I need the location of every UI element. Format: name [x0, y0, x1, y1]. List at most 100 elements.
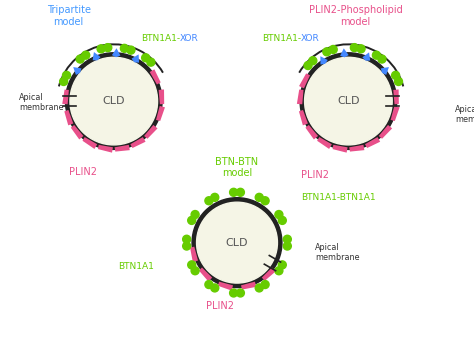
Polygon shape [305, 125, 318, 140]
Polygon shape [218, 282, 233, 290]
Polygon shape [150, 69, 161, 85]
Polygon shape [365, 137, 380, 148]
Circle shape [70, 57, 157, 145]
Polygon shape [349, 145, 365, 152]
Polygon shape [262, 268, 276, 281]
Circle shape [278, 261, 286, 269]
Circle shape [305, 57, 392, 145]
Text: BTN1A1-: BTN1A1- [141, 34, 180, 43]
Polygon shape [362, 52, 370, 61]
Text: PLIN2: PLIN2 [206, 301, 235, 311]
Circle shape [255, 193, 263, 201]
Circle shape [60, 78, 68, 86]
Text: CLD: CLD [337, 96, 360, 106]
Polygon shape [73, 67, 82, 75]
Circle shape [120, 44, 128, 52]
Text: BTN1A1-BTN1A1: BTN1A1-BTN1A1 [301, 193, 375, 202]
Circle shape [373, 51, 381, 59]
Polygon shape [98, 145, 113, 153]
Polygon shape [112, 48, 120, 57]
Polygon shape [71, 125, 83, 140]
Polygon shape [297, 90, 303, 104]
Circle shape [65, 53, 162, 149]
Circle shape [63, 71, 71, 79]
Polygon shape [333, 145, 347, 153]
Text: Apical
membrane: Apical membrane [315, 243, 360, 263]
Circle shape [255, 284, 263, 292]
Circle shape [329, 45, 337, 54]
Polygon shape [131, 54, 139, 63]
Polygon shape [64, 110, 73, 125]
Circle shape [211, 193, 219, 201]
Text: Apical
membrane: Apical membrane [455, 105, 474, 124]
Circle shape [76, 55, 84, 63]
Polygon shape [317, 137, 332, 149]
Circle shape [394, 78, 402, 86]
Circle shape [147, 58, 155, 66]
Circle shape [275, 267, 283, 275]
Circle shape [191, 211, 199, 218]
Text: PLIN2: PLIN2 [301, 170, 329, 180]
Text: CLD: CLD [226, 238, 248, 248]
Circle shape [192, 198, 282, 287]
Circle shape [283, 235, 292, 243]
Text: Tripartite
model: Tripartite model [47, 5, 91, 27]
Text: PLIN2: PLIN2 [69, 167, 97, 177]
Circle shape [261, 280, 269, 288]
Circle shape [350, 43, 358, 52]
Polygon shape [391, 106, 400, 121]
Polygon shape [381, 67, 389, 75]
Polygon shape [159, 89, 164, 104]
Polygon shape [299, 73, 310, 88]
Polygon shape [130, 137, 146, 148]
Circle shape [392, 71, 400, 79]
Circle shape [275, 211, 283, 218]
Circle shape [304, 62, 312, 69]
Circle shape [357, 45, 365, 53]
Circle shape [261, 197, 269, 205]
Circle shape [127, 46, 135, 54]
Polygon shape [82, 137, 97, 149]
Circle shape [191, 267, 199, 275]
Circle shape [182, 242, 191, 250]
Circle shape [182, 235, 191, 243]
Circle shape [283, 242, 292, 250]
Circle shape [188, 261, 196, 269]
Polygon shape [241, 282, 256, 289]
Circle shape [229, 188, 237, 196]
Polygon shape [393, 89, 399, 104]
Text: CLD: CLD [102, 96, 125, 106]
Circle shape [82, 51, 90, 59]
Polygon shape [115, 145, 130, 152]
Text: Apical
membrane: Apical membrane [19, 93, 64, 113]
Circle shape [205, 280, 213, 288]
Circle shape [104, 43, 112, 52]
Polygon shape [62, 90, 69, 104]
Text: XOR: XOR [180, 34, 199, 43]
Circle shape [323, 48, 331, 56]
Circle shape [97, 45, 105, 53]
Circle shape [237, 289, 245, 297]
Polygon shape [199, 268, 212, 281]
Circle shape [229, 289, 237, 297]
Circle shape [188, 216, 196, 224]
Polygon shape [156, 106, 165, 121]
Polygon shape [144, 125, 157, 139]
Circle shape [309, 57, 317, 65]
Text: BTN1A1: BTN1A1 [118, 262, 154, 271]
Circle shape [237, 188, 245, 196]
Circle shape [197, 202, 277, 283]
Circle shape [300, 53, 397, 149]
Circle shape [205, 197, 213, 205]
Polygon shape [379, 125, 392, 139]
Polygon shape [92, 52, 100, 60]
Circle shape [211, 284, 219, 292]
Text: PLIN2-Phospholipid
model: PLIN2-Phospholipid model [309, 5, 402, 27]
Polygon shape [299, 110, 308, 125]
Polygon shape [190, 247, 198, 262]
Text: XOR: XOR [301, 34, 320, 43]
Circle shape [278, 216, 286, 224]
Polygon shape [320, 56, 328, 64]
Text: BTN1A1-: BTN1A1- [262, 34, 301, 43]
Circle shape [378, 55, 386, 63]
